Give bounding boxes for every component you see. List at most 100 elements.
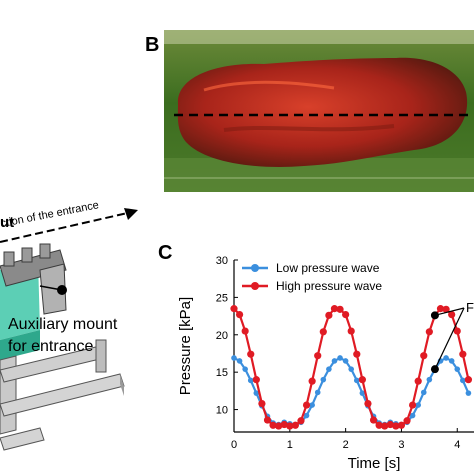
high-pressure-point [464, 376, 473, 384]
low-pressure-point [348, 366, 355, 372]
low-pressure-point [309, 402, 315, 408]
organ [177, 57, 468, 167]
high-pressure-point [420, 352, 428, 360]
legend-swatch-marker [251, 282, 259, 290]
low-pressure-point [242, 366, 248, 372]
high-pressure-point [342, 310, 350, 319]
high-pressure-point [459, 350, 467, 358]
high-pressure-point [375, 421, 383, 429]
organ-photo [164, 30, 474, 192]
high-pressure-point [442, 305, 450, 313]
high-pressure-point [308, 377, 316, 385]
high-pressure-point [302, 401, 311, 409]
high-pressure-point [314, 352, 322, 360]
x-tick-label: 4 [454, 439, 460, 451]
high-pressure-point [247, 350, 255, 358]
high-pressure-point [286, 422, 294, 430]
low-pressure-point [231, 355, 237, 361]
low-pressure-point [426, 376, 433, 383]
high-pressure-point [353, 350, 361, 358]
panel-c-letter: C [158, 242, 173, 264]
legend-label: High pressure wave [276, 279, 382, 293]
low-pressure-point [415, 402, 421, 408]
low-pressure-point [420, 389, 427, 396]
low-pressure-point [454, 366, 461, 372]
high-pressure-point [291, 421, 299, 429]
high-pressure-point [403, 417, 411, 425]
high-pressure-point [369, 416, 378, 424]
low-pressure-point [465, 390, 472, 396]
low-pressure-point [314, 389, 321, 396]
high-pressure-point [358, 376, 366, 384]
low-pressure-point [443, 355, 449, 361]
high-pressure-point [241, 327, 249, 335]
legend-label: Low pressure wave [276, 261, 380, 275]
high-pressure-point [297, 417, 305, 425]
auxiliary-mount-label: Auxiliary mount [8, 316, 118, 333]
high-pressure-point [397, 421, 406, 429]
high-pressure-point [235, 310, 244, 319]
low-pressure-point [326, 366, 332, 372]
low-pressure-point [337, 355, 343, 361]
annotated-low-point [430, 365, 439, 374]
annotation-pointer [434, 307, 465, 370]
annotation-pointer [434, 307, 465, 316]
fragment-label: ut [0, 214, 15, 231]
device-base [0, 339, 125, 451]
high-pressure-point [409, 401, 417, 409]
high-pressure-point [269, 421, 277, 429]
high-pressure-point [436, 305, 445, 313]
annotation-label: F [466, 300, 474, 315]
high-pressure-point [448, 310, 456, 319]
legend-swatch-marker [251, 264, 259, 272]
high-pressure-point [263, 416, 272, 424]
pressure-chart: 10 15 20 25 30 0 1 2 3 4 Low pressure wave High p… [177, 255, 474, 472]
low-pressure-point [359, 390, 366, 396]
series-layer [230, 305, 473, 430]
low-pressure-point [236, 358, 243, 364]
low-pressure-point [331, 358, 338, 364]
y-tick-label: 30 [216, 255, 228, 267]
low-pressure-point [253, 390, 260, 396]
y-ticks: 10 15 20 25 30 [216, 255, 238, 417]
water-surface [164, 30, 474, 44]
y-tick-label: 15 [216, 367, 228, 379]
entrance-label: for entrance [8, 338, 94, 355]
chart-legend: Low pressure wave High pressure wave [242, 261, 382, 293]
high-pressure-point [364, 399, 372, 408]
high-pressure-point [280, 420, 288, 429]
low-pressure-point [320, 376, 327, 383]
high-pressure-point [325, 311, 333, 319]
high-pressure-point [386, 420, 394, 429]
x-tick-label: 0 [231, 439, 237, 451]
low-pressure-point [342, 358, 349, 364]
panel-b-letter: B [145, 34, 160, 56]
high-pressure-point [275, 422, 283, 430]
entrance-device-diagram [0, 208, 138, 451]
high-pressure-point [414, 377, 422, 385]
high-pressure-point [258, 399, 266, 408]
high-pressure-point [392, 422, 400, 430]
high-pressure-point [319, 328, 327, 336]
low-pressure-point [303, 412, 310, 419]
high-pressure-point [336, 305, 344, 313]
mount-pointer-dot [57, 285, 67, 295]
low-pressure-point [460, 377, 466, 384]
y-axis-label: Pressure [kPa] [177, 297, 194, 395]
low-pressure-point [353, 377, 360, 384]
high-pressure-point [252, 376, 260, 384]
low-pressure-point [409, 412, 416, 419]
high-pressure-point [425, 328, 433, 336]
high-pressure-point [330, 305, 339, 313]
direction-arrow [0, 211, 133, 243]
y-tick-label: 20 [216, 330, 228, 342]
high-pressure-point [453, 327, 461, 335]
high-pressure-point [381, 422, 389, 430]
y-tick-label: 10 [216, 405, 228, 417]
y-tick-label: 25 [216, 292, 228, 304]
high-pressure-point [230, 305, 238, 313]
low-pressure-point [247, 377, 254, 384]
x-tick-label: 2 [343, 439, 349, 451]
x-tick-label: 3 [398, 439, 404, 451]
high-pressure-point [347, 327, 355, 335]
